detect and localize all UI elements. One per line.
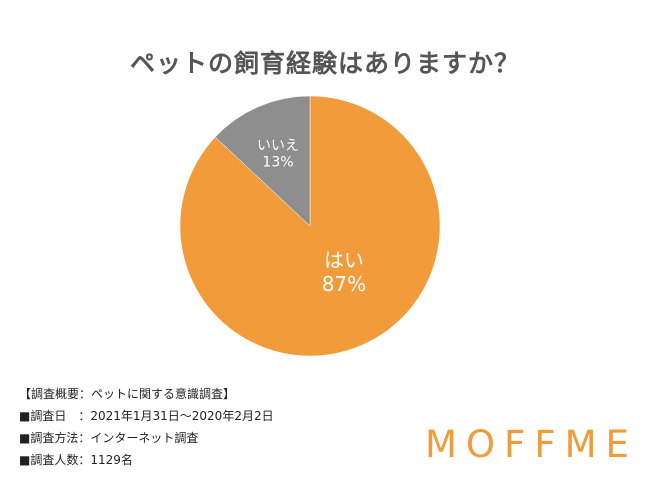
slice-category-label: はい: [324, 248, 364, 272]
slice-value-label: 87%: [322, 272, 366, 296]
survey-date: ■調査日 ：2021年1月31日〜2020年2月2日: [19, 409, 274, 423]
chart-title: ペットの飼育経験はありますか？: [129, 49, 520, 78]
pie-slice-1: [214, 95, 311, 227]
survey-count: ■調査人数：1129名: [19, 453, 133, 467]
slice-category-label: いいえ: [257, 138, 299, 154]
survey-method: ■調査方法：インターネット調査: [19, 431, 199, 445]
slice-value-label: 13%: [262, 155, 293, 171]
moffme-logo: MOFFME: [425, 423, 638, 466]
survey-summary: 【調査概要：ペットに関する意識調査】: [19, 387, 236, 401]
survey-notes: 【調査概要：ペットに関する意識調査】 ■調査日 ：2021年1月31日〜2020…: [19, 383, 274, 471]
